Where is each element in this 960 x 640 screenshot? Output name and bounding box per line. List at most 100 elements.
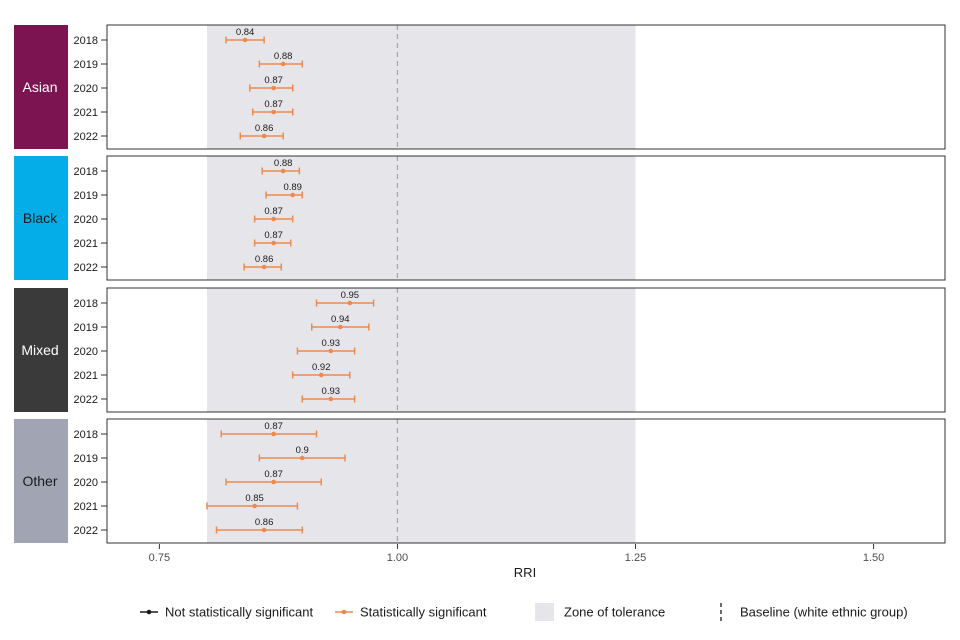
point-marker [318,372,324,378]
x-axis-title: RRI [514,565,536,580]
strip-label: Black [23,210,58,226]
data-point-asian-2021: 0.87 [251,99,294,116]
data-label: 0.85 [245,493,264,504]
y-tick-label: 2018 [74,166,98,178]
data-point-mixed-2018: 0.95 [315,290,375,307]
panels-layer: Asian 2018 2019 2020 2021 2022 0.84 0.88 0.87 0.8… [14,24,946,544]
point-marker [271,216,276,222]
point-marker [261,264,267,270]
panel-mixed: Mixed 2018 2019 2020 2021 2022 0.95 0.94 0.93 0.9… [14,287,946,413]
y-tick-label: 2021 [74,238,98,250]
data-label: 0.95 [341,290,360,301]
point-marker [242,37,248,43]
y-tick-label: 2018 [74,35,98,47]
data-point-mixed-2022: 0.93 [301,386,356,403]
x-tick-label: 1.50 [863,552,884,564]
data-label: 0.87 [264,469,283,480]
y-tick-label: 2022 [74,394,98,406]
data-point-other-2020: 0.87 [225,469,323,486]
panel-other: Other 2018 2019 2020 2021 2022 0.87 0.9 0.87 0.85… [14,418,946,544]
strip-asian [14,25,68,149]
legend-key-zone [535,603,554,621]
data-point-mixed-2020: 0.93 [296,338,356,355]
data-point-other-2019: 0.9 [258,445,346,462]
legend-item-significant: Statistically significant [335,605,487,620]
y-tick-label: 2020 [74,214,98,226]
x-tick-label: 0.75 [149,552,170,564]
y-tick-label: 2019 [74,190,98,202]
point-marker [271,431,276,437]
panel-border [106,418,946,544]
data-label: 0.89 [283,182,302,193]
legend-label: Not statistically significant [165,605,313,620]
data-point-asian-2020: 0.87 [249,75,294,92]
strip-label: Mixed [21,342,58,358]
data-label: 0.86 [255,123,274,134]
data-label: 0.88 [274,158,293,169]
legend-item-zone: Zone of tolerance [535,603,665,621]
point-marker [328,396,334,402]
y-tick-label: 2022 [74,131,98,143]
data-label: 0.94 [331,314,350,325]
data-point-black-2019: 0.89 [265,182,303,199]
y-tick-label: 2018 [74,298,98,310]
legend-item-not-significant: Not statistically significant [140,605,313,620]
point-marker [271,479,276,485]
legend-label: Statistically significant [360,605,487,620]
y-tick-label: 2018 [74,429,98,441]
x-axis: 0.75 1.00 1.25 1.50 [149,544,884,564]
data-point-asian-2022: 0.86 [239,123,284,140]
legend: Not statistically significant Statistical… [140,603,908,621]
data-label: 0.93 [322,338,341,349]
y-tick-label: 2022 [74,262,98,274]
data-label: 0.87 [264,206,283,217]
data-point-mixed-2019: 0.94 [310,314,370,331]
panel-black: Black 2018 2019 2020 2021 2022 0.88 0.89 0.87 0.8… [14,155,946,281]
legend-label: Zone of tolerance [564,605,665,620]
data-point-black-2022: 0.86 [243,254,283,271]
point-marker [347,300,353,306]
data-point-asian-2018: 0.84 [225,27,265,44]
panel-border [106,287,946,413]
x-tick-label: 1.00 [387,552,408,564]
data-label: 0.92 [312,362,331,373]
y-tick-label: 2022 [74,525,98,537]
data-point-mixed-2021: 0.92 [291,362,351,379]
data-point-other-2018: 0.87 [220,421,318,438]
legend-key-point [146,609,152,615]
panel-asian: Asian 2018 2019 2020 2021 2022 0.84 0.88 0.87 0.8… [14,24,946,150]
y-tick-label: 2021 [74,370,98,382]
legend-key-point [341,609,347,615]
point-marker [280,168,286,174]
zone-of-tolerance [206,419,636,543]
data-point-other-2021: 0.85 [206,493,299,510]
data-label: 0.93 [322,386,341,397]
y-tick-label: 2019 [74,59,98,71]
data-label: 0.87 [264,75,283,86]
data-point-other-2022: 0.86 [215,517,303,534]
data-label: 0.87 [264,421,283,432]
strip-black [14,156,68,280]
point-marker [328,348,334,354]
point-marker [252,503,257,509]
y-tick-label: 2020 [74,477,98,489]
zone-of-tolerance [206,25,636,149]
data-point-asian-2019: 0.88 [258,51,303,68]
data-label: 0.87 [264,230,283,241]
zone-of-tolerance [206,288,636,412]
data-label: 0.88 [274,51,293,62]
legend-label: Baseline (white ethnic group) [740,605,908,620]
data-label: 0.84 [236,27,255,38]
y-tick-label: 2020 [74,83,98,95]
strip-mixed [14,288,68,412]
panel-border [106,24,946,150]
data-point-black-2021: 0.87 [253,230,292,247]
point-marker [338,324,343,330]
data-label: 0.86 [255,254,274,265]
legend-item-baseline: Baseline (white ethnic group) [720,603,908,621]
point-marker [261,133,267,139]
data-point-black-2018: 0.88 [261,158,301,175]
point-marker [299,455,305,461]
y-tick-label: 2019 [74,322,98,334]
